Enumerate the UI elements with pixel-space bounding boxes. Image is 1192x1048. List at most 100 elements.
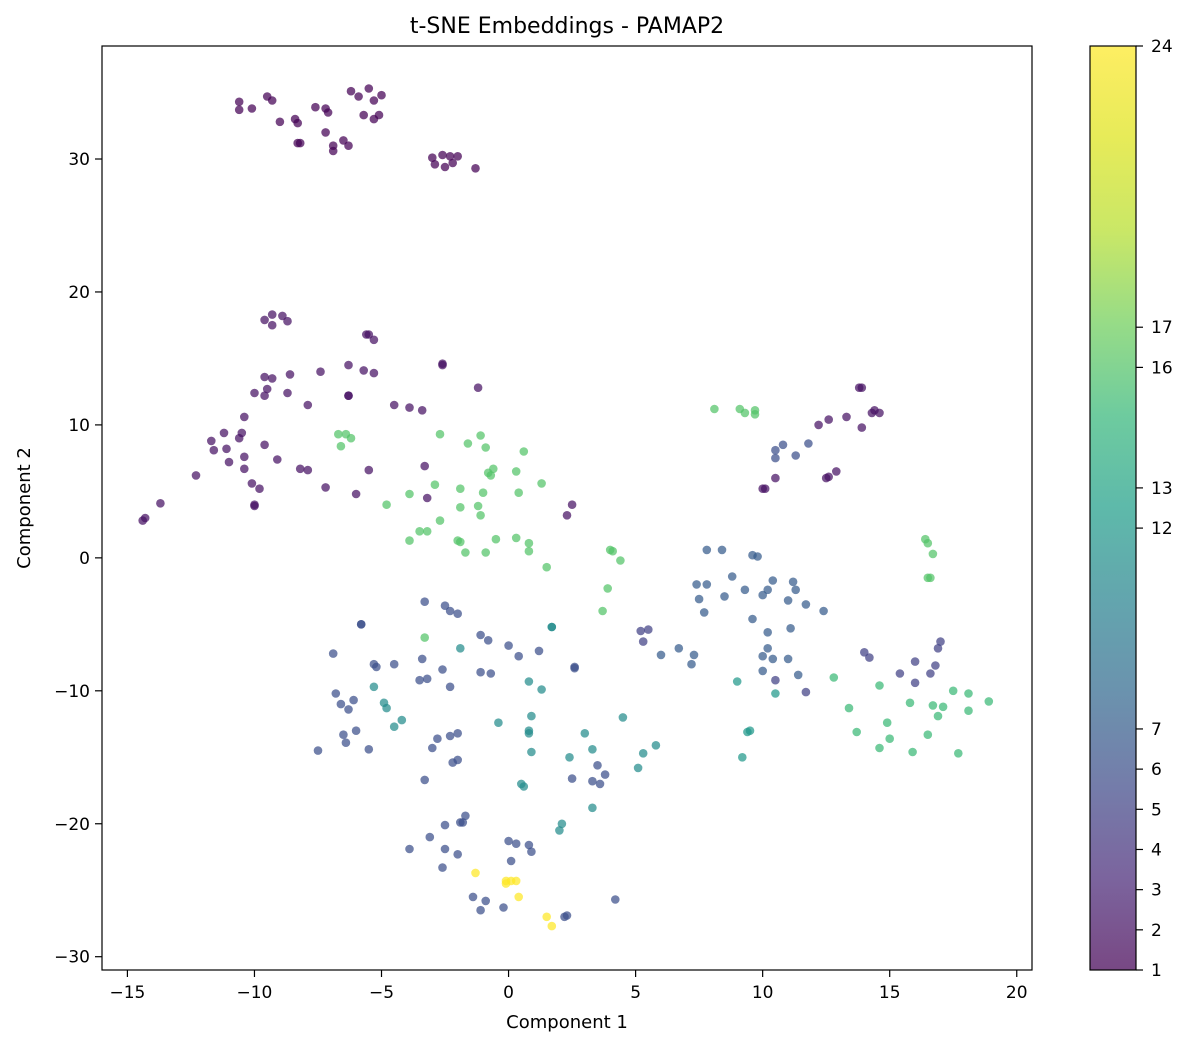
plot-frame xyxy=(101,45,1033,971)
scatter-point xyxy=(598,606,607,616)
scatter-point xyxy=(420,597,430,606)
scatter-point xyxy=(267,96,277,105)
scatter-point xyxy=(247,479,257,488)
scatter-point xyxy=(267,320,277,330)
scatter-point xyxy=(580,729,590,738)
scatter-point xyxy=(758,651,767,661)
scatter-point xyxy=(936,637,945,646)
scatter-points xyxy=(138,84,994,931)
scatter-point xyxy=(644,625,653,634)
colorbar-tick-label: 13 xyxy=(1151,479,1173,499)
scatter-point xyxy=(430,160,440,169)
scatter-point xyxy=(555,826,564,835)
scatter-point xyxy=(422,493,432,503)
scatter-point xyxy=(908,747,917,757)
scatter-point xyxy=(771,675,780,685)
scatter-point xyxy=(527,847,536,856)
scatter-point xyxy=(763,644,772,653)
scatter-point xyxy=(321,128,330,137)
x-axis-ticks: −15 −10 −5 0 5 10 15 20 xyxy=(109,970,1028,1003)
colorbar-tick-label: 5 xyxy=(1151,800,1162,820)
scatter-point xyxy=(542,562,551,572)
scatter-point xyxy=(267,310,277,319)
scatter-point xyxy=(356,620,366,629)
scatter-point xyxy=(740,408,750,418)
scatter-point xyxy=(458,818,468,827)
scatter-point xyxy=(844,703,854,713)
scatter-point xyxy=(405,844,414,854)
colorbar-gradient xyxy=(1090,46,1136,970)
scatter-point xyxy=(478,488,488,498)
scatter-point xyxy=(524,546,534,556)
scatter-point xyxy=(303,465,313,475)
scatter-point xyxy=(608,546,617,556)
scatter-point xyxy=(260,372,269,382)
scatter-point xyxy=(372,662,381,672)
scatter-point xyxy=(511,467,521,476)
scatter-point xyxy=(984,697,994,706)
scatter-point xyxy=(364,465,374,475)
scatter-point xyxy=(471,868,480,878)
scatter-point xyxy=(476,511,485,520)
scatter-point xyxy=(222,444,231,454)
scatter-point xyxy=(445,682,455,692)
scatter-point xyxy=(323,108,333,117)
scatter-point xyxy=(524,538,534,548)
scatter-point xyxy=(824,415,833,424)
scatter-point xyxy=(316,367,325,377)
scatter-point xyxy=(417,654,427,664)
scatter-point xyxy=(793,670,803,680)
scatter-point xyxy=(209,445,219,455)
scatter-point xyxy=(344,141,353,150)
scatter-point xyxy=(346,433,356,443)
scatter-point xyxy=(875,408,884,418)
scatter-point xyxy=(694,594,704,604)
scatter-point xyxy=(328,146,338,156)
scatter-point xyxy=(933,644,943,653)
scatter-point xyxy=(933,711,943,721)
scatter-point xyxy=(440,601,450,610)
scatter-point xyxy=(491,534,501,544)
scatter-point xyxy=(882,718,892,727)
scatter-point xyxy=(745,726,755,735)
scatter-point xyxy=(506,856,516,866)
scatter-point xyxy=(524,840,534,850)
x-axis-label: Component 1 xyxy=(506,1012,628,1033)
scatter-point xyxy=(832,467,841,476)
scatter-point xyxy=(430,480,440,490)
scatter-point xyxy=(928,701,938,710)
scatter-point xyxy=(501,879,511,888)
scatter-point xyxy=(405,489,414,499)
scatter-point xyxy=(255,484,264,494)
scatter-point xyxy=(740,585,750,595)
scatter-point xyxy=(445,731,455,741)
scatter-point xyxy=(471,164,480,173)
scatter-point xyxy=(369,335,379,345)
scatter-point xyxy=(758,484,767,494)
scatter-point xyxy=(374,110,384,120)
scatter-point xyxy=(369,96,379,105)
scatter-point xyxy=(295,138,305,148)
scatter-point xyxy=(351,489,361,499)
scatter-point xyxy=(910,657,920,666)
scatter-point xyxy=(303,400,313,410)
y-tick-label: 10 xyxy=(68,416,90,436)
scatter-point xyxy=(438,150,447,160)
colorbar-tick-label: 17 xyxy=(1151,318,1173,338)
scatter-point xyxy=(504,836,513,846)
scatter-point xyxy=(768,654,778,664)
scatter-point xyxy=(842,412,851,422)
scatter-point xyxy=(750,410,760,419)
scatter-point xyxy=(267,374,277,383)
scatter-point xyxy=(638,637,648,646)
scatter-point xyxy=(389,722,399,731)
scatter-point xyxy=(931,661,940,670)
scatter-point xyxy=(748,614,757,624)
scatter-point xyxy=(537,685,546,694)
scatter-point xyxy=(417,406,427,415)
scatter-point xyxy=(954,749,963,758)
scatter-point xyxy=(321,483,330,492)
scatter-point xyxy=(633,763,643,773)
scatter-point xyxy=(440,820,450,830)
